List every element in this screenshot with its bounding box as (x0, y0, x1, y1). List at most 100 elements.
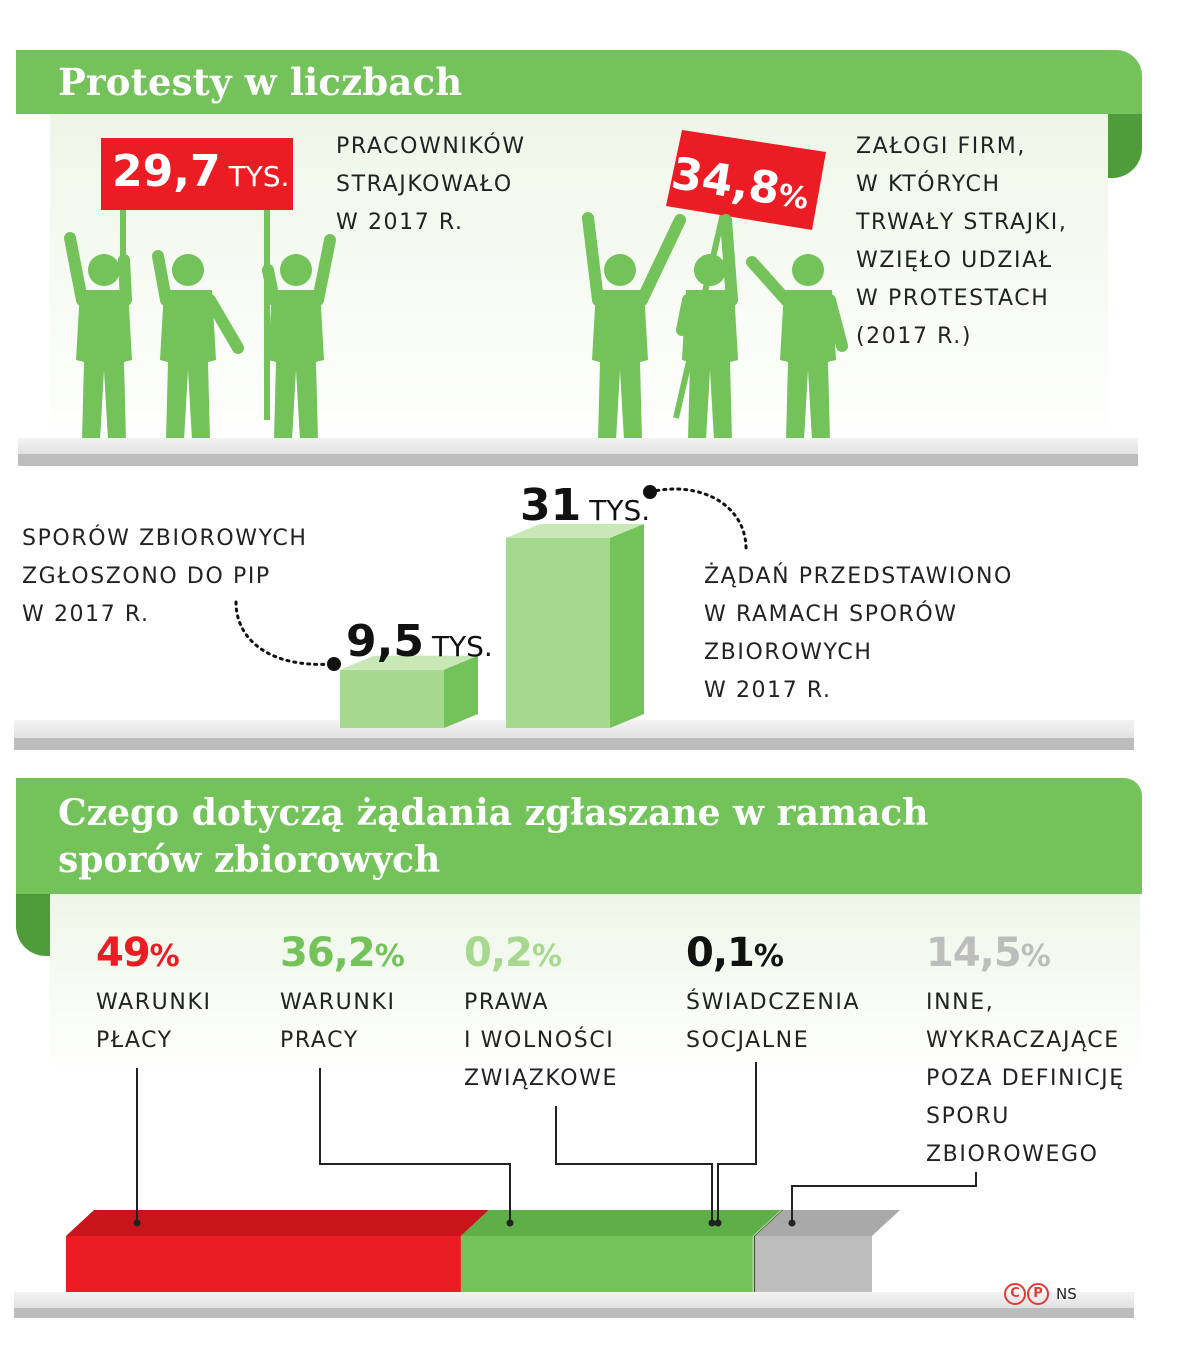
bar-side (610, 524, 644, 728)
caption-line: TRWAŁY STRAJKI, (856, 210, 1068, 235)
category-percent: 0,2% (464, 930, 562, 976)
caption-line: ZAŁOGI FIRM, (856, 134, 1026, 159)
stacked-segment (755, 1236, 872, 1292)
section-title-line: Czego dotyczą żądania zgłaszane w ramach (58, 792, 929, 834)
category-caption: PRAWA I WOLNOŚCI ZWIĄZKOWE (464, 984, 618, 1098)
percent-number: 0,2 (464, 930, 533, 976)
stacked-segment (754, 1236, 756, 1292)
stacked-segment (752, 1236, 755, 1292)
bar-top (340, 655, 478, 670)
percent-number: 14,5 (926, 930, 1022, 976)
connector-dot (133, 1219, 141, 1227)
caption-disputes: SPORÓW ZBIOROWYCH ZGŁOSZONO DO PIP W 201… (22, 520, 308, 634)
shelf-top-1 (18, 438, 1138, 454)
caption-line: ŻĄDAŃ PRZEDSTAWIONO (704, 564, 1013, 589)
credit: C P NS (1004, 1283, 1077, 1305)
section-title: Protesty w liczbach (58, 60, 463, 104)
percent-sign: % (149, 939, 180, 974)
percent-sign: % (1020, 939, 1051, 974)
caption-line: SOCJALNE (686, 1028, 810, 1053)
disputes-bar-chart (234, 485, 748, 728)
shelf-2 (14, 738, 1134, 750)
connector-dot (788, 1219, 796, 1227)
category-caption: ŚWIADCZENIA SOCJALNE (686, 984, 860, 1060)
section-banner-demands: Czego dotyczą żądania zgłaszane w ramach… (16, 778, 1142, 894)
panel-background-bottom (50, 894, 1140, 1074)
bar-3d (340, 655, 478, 728)
sign-left (101, 138, 293, 210)
stacked-segment-top (66, 1210, 489, 1236)
bar-front (340, 669, 444, 728)
percent-number: 0,1 (686, 930, 755, 976)
caption-line: WYKRACZAJĄCE (926, 1028, 1120, 1053)
section-title: Czego dotyczą żądania zgłaszane w ramach… (58, 790, 928, 884)
sign-left-number: 29,7 (112, 146, 221, 197)
caption-line: W RAMACH SPORÓW (704, 602, 958, 627)
caption-crews: ZAŁOGI FIRM, W KTÓRYCH TRWAŁY STRAJKI, W… (856, 128, 1067, 356)
connector-dot (714, 1219, 722, 1227)
protester-figure (676, 214, 738, 440)
section-banner-protests: Protesty w liczbach (16, 50, 1142, 114)
connector-dot (506, 1219, 514, 1227)
shelf-top-2 (14, 720, 1134, 738)
caption-line: ŚWIADCZENIA (686, 990, 861, 1015)
stacked-segment-top (752, 1210, 783, 1236)
connector-dot (327, 657, 341, 671)
caption-line: ZWIĄZKOWE (464, 1066, 619, 1091)
bar-value-number: 9,5 (346, 616, 424, 667)
percent-sign: % (753, 939, 784, 974)
caption-line: POZA DEFINICJĘ (926, 1066, 1125, 1091)
caption-line: ZBIOROWYCH (704, 640, 873, 665)
category-caption: WARUNKI PŁACY (96, 984, 212, 1060)
caption-line: PŁACY (96, 1028, 173, 1053)
stacked-segment-top (754, 1210, 784, 1236)
sign-left-value: 29,7 TYS. (112, 146, 289, 197)
category-percent: 0,1% (686, 930, 784, 976)
stacked-segment (460, 1236, 753, 1292)
stacked-segment (66, 1236, 461, 1292)
percent-sign: % (374, 939, 405, 974)
stacked-segment-top (460, 1210, 781, 1236)
sign-left-unit: TYS. (228, 160, 290, 193)
bar-value-label-disputes: 9,5 TYS. (346, 616, 493, 667)
bar-front (506, 538, 610, 728)
caption-line: W 2017 R. (336, 210, 464, 235)
caption-line: ZBIOROWEGO (926, 1142, 1099, 1167)
dotted-connector (234, 600, 334, 666)
bar-value-label-demands: 31 TYS. (520, 480, 650, 531)
bar-3d (506, 524, 644, 728)
publisher-icon: P (1027, 1283, 1049, 1305)
caption-line: W 2017 R. (22, 602, 150, 627)
protesters-illustration (64, 130, 848, 440)
caption-line: I WOLNOŚCI (464, 1028, 615, 1053)
caption-line: SPORU (926, 1104, 1010, 1129)
sign-right (666, 130, 826, 230)
caption-line: W 2017 R. (704, 678, 832, 703)
caption-line: ZGŁOSZONO DO PIP (22, 564, 271, 589)
shelf-top-3 (14, 1292, 1134, 1308)
protester-figure (262, 234, 336, 440)
author-initials: NS (1056, 1285, 1077, 1303)
caption-line: (2017 R.) (856, 324, 973, 349)
percent-number: 36,2 (280, 930, 376, 976)
caption-line: WARUNKI (96, 990, 212, 1015)
caption-line: W PROTESTACH (856, 286, 1050, 311)
connector-dot (708, 1219, 716, 1227)
category-percent: 14,5% (926, 930, 1051, 976)
connector-line (717, 1062, 757, 1223)
caption-line: WZIĘŁO UDZIAŁ (856, 248, 1053, 273)
caption-line: SPORÓW ZBIOROWYCH (22, 526, 308, 551)
protester-figure (152, 250, 244, 440)
bar-value-unit: TYS. (431, 630, 493, 663)
caption-line: WARUNKI (280, 990, 396, 1015)
shelf-1 (18, 454, 1138, 466)
bar-top (506, 524, 644, 538)
caption-line: PRAWA (464, 990, 550, 1015)
shelf-3 (14, 1308, 1134, 1318)
bar-value-unit: TYS. (589, 494, 651, 527)
protester-figure (582, 212, 686, 440)
category-percent: 49% (96, 930, 180, 976)
caption-line: INNE, (926, 990, 995, 1015)
category-caption: WARUNKI PRACY (280, 984, 396, 1060)
